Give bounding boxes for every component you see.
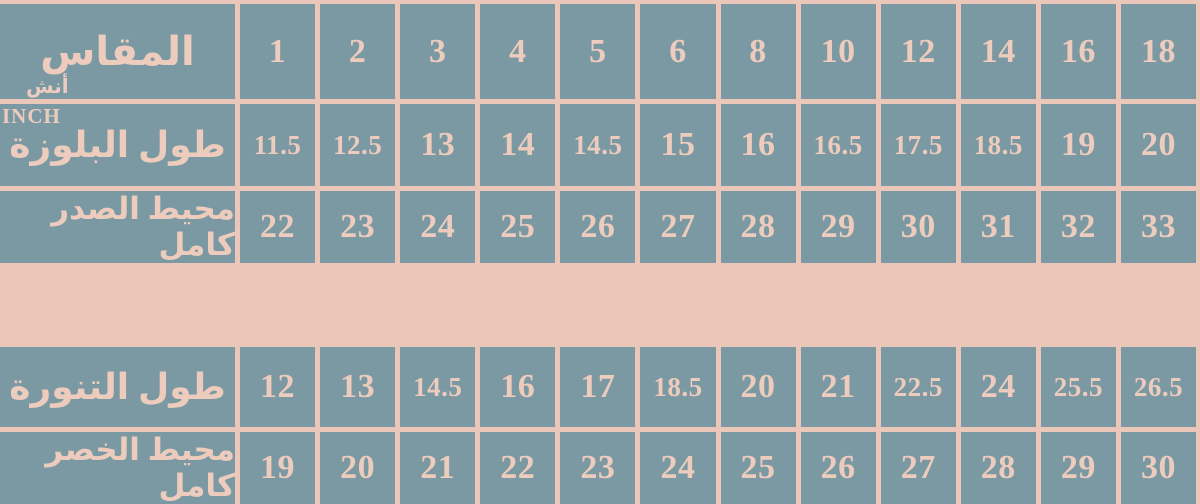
- size-value-cell: 24: [960, 347, 1036, 427]
- size-value-cell: 30: [1120, 432, 1196, 504]
- size-value-cell: 14.5: [400, 347, 476, 427]
- size-value-cell: 26.5: [1120, 347, 1196, 427]
- size-value-cell: 21: [400, 432, 476, 504]
- chest-circumference-label-cell: محيط الصدر كامل: [0, 191, 235, 263]
- size-value-cell: 16: [1040, 4, 1116, 99]
- size-value-cell: 1: [240, 4, 316, 99]
- size-value-cell: 22: [240, 191, 316, 263]
- size-value-cell: 18.5: [960, 104, 1036, 186]
- size-value-cell: 31: [960, 191, 1036, 263]
- chest-circumference-row: محيط الصدر كامل 22 23 24 25 26 27 28 29 30 31 32 33: [0, 191, 1196, 263]
- size-value-cell: 14: [960, 4, 1036, 99]
- size-value-cell: 22: [480, 432, 556, 504]
- size-value-cell: 25: [720, 432, 796, 504]
- size-value-cell: 6: [640, 4, 716, 99]
- size-value-cell: 25.5: [1040, 347, 1116, 427]
- size-value-cell: 19: [240, 432, 316, 504]
- size-value-cell: 23: [320, 191, 396, 263]
- header-row: المقاس أنش 1 2 3 4 5 6 8 10 12 14 16 18: [0, 4, 1196, 99]
- lower-size-table: طول التنورة 12 13 14.5 16 17 18.5 20 21 22.5 24 25…: [0, 347, 1200, 504]
- size-value-cell: 18: [1120, 4, 1196, 99]
- size-value-cell: 32: [1040, 191, 1116, 263]
- size-value-cell: 21: [800, 347, 876, 427]
- section-divider-band: [0, 256, 1200, 347]
- size-value-cell: 17.5: [880, 104, 956, 186]
- size-value-cell: 33: [1120, 191, 1196, 263]
- size-value-cell: 29: [800, 191, 876, 263]
- size-value-cell: 28: [720, 191, 796, 263]
- size-value-cell: 26: [560, 191, 636, 263]
- unit-label-english: INCH: [2, 104, 61, 128]
- waist-circumference-row: محيط الخصر كامل 19 20 21 22 23 24 25 26 27 28 29 30: [0, 432, 1196, 504]
- size-value-cell: 12.5: [320, 104, 396, 186]
- size-header-label: المقاس: [40, 29, 195, 74]
- skirt-length-row: طول التنورة 12 13 14.5 16 17 18.5 20 21 22.5 24 25…: [0, 347, 1196, 427]
- blouse-length-label-cell: طول البلوزة INCH: [0, 104, 235, 186]
- size-value-cell: 12: [240, 347, 316, 427]
- blouse-length-row: طول البلوزة INCH 11.5 12.5 13 14 14.5 15 16 16.…: [0, 104, 1196, 186]
- size-value-cell: 24: [400, 191, 476, 263]
- size-value-cell: 12: [880, 4, 956, 99]
- size-value-cell: 15: [640, 104, 716, 186]
- chest-circumference-label: محيط الصدر كامل: [51, 191, 235, 262]
- size-value-cell: 14.5: [560, 104, 636, 186]
- size-value-cell: 22.5: [880, 347, 956, 427]
- size-value-cell: 16: [480, 347, 556, 427]
- size-value-cell: 25: [480, 191, 556, 263]
- header-label-cell: المقاس أنش: [0, 4, 235, 99]
- size-value-cell: 17: [560, 347, 636, 427]
- size-value-cell: 5: [560, 4, 636, 99]
- size-value-cell: 10: [800, 4, 876, 99]
- size-value-cell: 16.5: [800, 104, 876, 186]
- size-value-cell: 18.5: [640, 347, 716, 427]
- size-value-cell: 20: [320, 432, 396, 504]
- size-value-cell: 26: [800, 432, 876, 504]
- size-value-cell: 11.5: [240, 104, 316, 186]
- size-value-cell: 13: [320, 347, 396, 427]
- size-value-cell: 27: [880, 432, 956, 504]
- size-value-cell: 23: [560, 432, 636, 504]
- upper-size-table: المقاس أنش 1 2 3 4 5 6 8 10 12 14 16 18 طول البلوزة…: [0, 4, 1196, 263]
- blouse-length-label: طول البلوزة: [9, 125, 226, 165]
- waist-circumference-label: محيط الخصر كامل: [45, 432, 235, 503]
- unit-label-arabic: أنش: [26, 76, 69, 98]
- size-value-cell: 3: [400, 4, 476, 99]
- waist-circumference-label-cell: محيط الخصر كامل: [0, 432, 235, 504]
- size-value-cell: 2: [320, 4, 396, 99]
- size-value-cell: 20: [1120, 104, 1196, 186]
- size-value-cell: 24: [640, 432, 716, 504]
- size-value-cell: 28: [960, 432, 1036, 504]
- size-value-cell: 27: [640, 191, 716, 263]
- skirt-length-label-cell: طول التنورة: [0, 347, 235, 427]
- size-value-cell: 16: [720, 104, 796, 186]
- size-value-cell: 8: [720, 4, 796, 99]
- size-value-cell: 30: [880, 191, 956, 263]
- size-value-cell: 4: [480, 4, 556, 99]
- size-value-cell: 20: [720, 347, 796, 427]
- size-value-cell: 14: [480, 104, 556, 186]
- skirt-length-label: طول التنورة: [9, 367, 226, 407]
- size-value-cell: 29: [1040, 432, 1116, 504]
- size-value-cell: 19: [1040, 104, 1116, 186]
- size-value-cell: 13: [400, 104, 476, 186]
